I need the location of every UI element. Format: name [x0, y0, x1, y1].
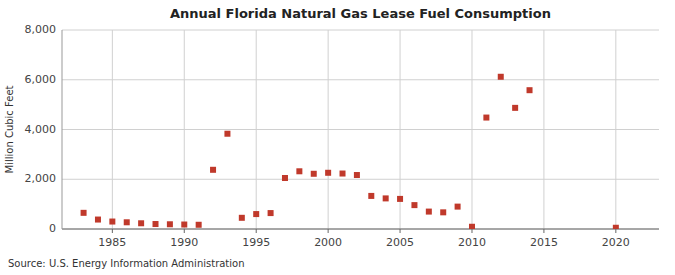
point — [124, 219, 130, 225]
y-tick-label: 8,000 — [25, 23, 57, 36]
grid — [62, 30, 659, 229]
y-grid-line — [62, 79, 659, 80]
x-grid-line — [471, 30, 472, 229]
x-tick-mark — [543, 229, 544, 233]
x-grid-line — [328, 30, 329, 229]
title: Annual Florida Natural Gas Lease Fuel Co… — [170, 6, 551, 21]
point — [383, 195, 389, 201]
point — [253, 211, 259, 217]
point — [368, 193, 374, 199]
x-tick-label: 2015 — [530, 236, 558, 249]
chart-container: 0 2,000 4,000 6,000 8,000 1985 1990 1995 2000 200… — [0, 0, 675, 275]
point — [440, 209, 446, 215]
x-tick-label: 1990 — [170, 236, 198, 249]
x-tick-label: 1995 — [242, 236, 270, 249]
point — [109, 219, 115, 225]
point — [325, 170, 331, 176]
y-tick-label: 4,000 — [25, 123, 57, 136]
point — [196, 222, 202, 228]
x-tick-mark — [184, 229, 185, 233]
point — [81, 210, 87, 216]
y-axis-line — [62, 30, 63, 229]
y-tick-label: 2,000 — [25, 172, 57, 185]
x-tick-label: 2000 — [314, 236, 342, 249]
y-tick-label: 6,000 — [25, 73, 57, 86]
y-tick-label: 0 — [49, 222, 56, 235]
point — [153, 221, 159, 227]
point — [411, 202, 417, 208]
point — [340, 171, 346, 177]
y-grid-line — [62, 129, 659, 130]
chart-svg: 0 2,000 4,000 6,000 8,000 1985 1990 1995 2000 200… — [0, 0, 675, 275]
x-tick-label: 2010 — [458, 236, 486, 249]
point — [282, 175, 288, 181]
x-tick-label: 2020 — [602, 236, 630, 249]
point — [455, 204, 461, 210]
x-grid-line — [256, 30, 257, 229]
x-axis-line — [62, 229, 659, 230]
point — [268, 210, 274, 216]
x-tick-mark — [400, 229, 401, 233]
point — [469, 224, 475, 229]
y-axis-label: Million Cubic Feet — [4, 85, 15, 173]
point — [95, 217, 101, 223]
x-tick-mark — [328, 229, 329, 233]
x-tick-label: 2005 — [386, 236, 414, 249]
point — [354, 172, 360, 178]
point — [426, 209, 432, 215]
point — [181, 222, 187, 228]
point — [239, 215, 245, 221]
point — [138, 220, 144, 226]
point — [311, 171, 317, 177]
x-grid-line — [543, 30, 544, 229]
points — [81, 74, 619, 229]
x-tick-mark — [615, 229, 616, 233]
x-tick-mark — [112, 229, 113, 233]
point — [397, 196, 403, 202]
point — [224, 131, 230, 137]
y-grid-line — [62, 229, 659, 230]
point — [613, 225, 619, 229]
x-grid-line — [615, 30, 616, 229]
point — [512, 105, 518, 111]
x-tick-label: 1985 — [98, 236, 126, 249]
point — [210, 167, 216, 173]
y-grid-line — [62, 179, 659, 180]
x-grid-line — [112, 30, 113, 229]
point — [296, 168, 302, 174]
x-tick-mark — [471, 229, 472, 233]
point — [498, 74, 504, 80]
axes: 0 2,000 4,000 6,000 8,000 1985 1990 1995 2000 200… — [25, 23, 660, 249]
x-tick-mark — [256, 229, 257, 233]
x-grid-line — [184, 30, 185, 229]
point — [167, 221, 173, 227]
source-note: Source: U.S. Energy Information Administ… — [8, 258, 245, 269]
point — [527, 87, 533, 93]
point — [483, 115, 489, 121]
y-grid-line — [62, 30, 659, 31]
